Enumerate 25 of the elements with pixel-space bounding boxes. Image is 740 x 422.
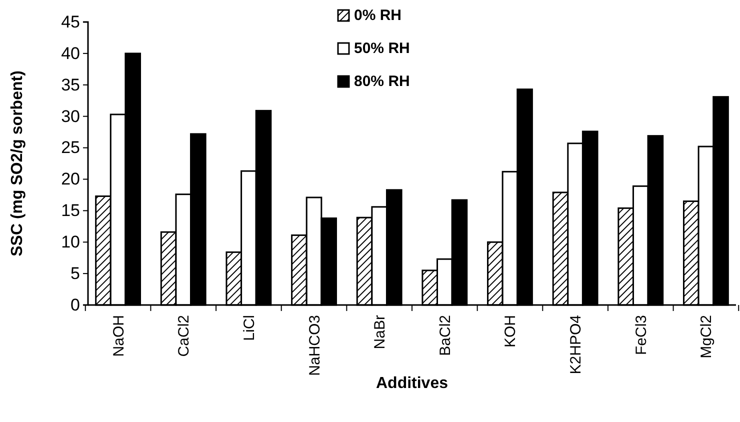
y-tick-label: 10 [61, 232, 80, 252]
x-tick-label: NaHCO3 [306, 315, 324, 376]
y-tick-label: 45 [61, 12, 80, 32]
x-tick-label: NaBr [372, 315, 389, 350]
y-tick-label: 35 [61, 75, 80, 94]
y-tick-label: 15 [61, 201, 80, 220]
y-axis-title: SSC (mg SO2/g sorbent) [9, 70, 26, 256]
legend-label: 0% RH [354, 7, 402, 24]
y-tick-label: 20 [61, 170, 80, 189]
legend-label: 50% RH [354, 40, 410, 57]
y-tick-label: 25 [61, 138, 80, 158]
x-tick-label: MgCl2 [698, 315, 716, 358]
x-tick-label: CaCl2 [176, 315, 193, 357]
x-tick-label: K2HPO4 [568, 315, 585, 374]
x-tick-label: NaOH [110, 315, 128, 357]
x-tick-label: KOH [502, 315, 520, 348]
x-tick-label: BaCl2 [436, 315, 454, 356]
y-tick-label: 0 [70, 295, 80, 314]
y-tick-label: 30 [61, 106, 80, 126]
x-axis-title: Additives [376, 375, 448, 392]
y-tick-label: 40 [61, 44, 80, 63]
y-tick-label: 5 [70, 264, 80, 283]
legend-label: 80% RH [354, 73, 410, 90]
x-tick-label: LiCl [240, 315, 258, 341]
x-tick-label: FeCl3 [632, 315, 650, 356]
